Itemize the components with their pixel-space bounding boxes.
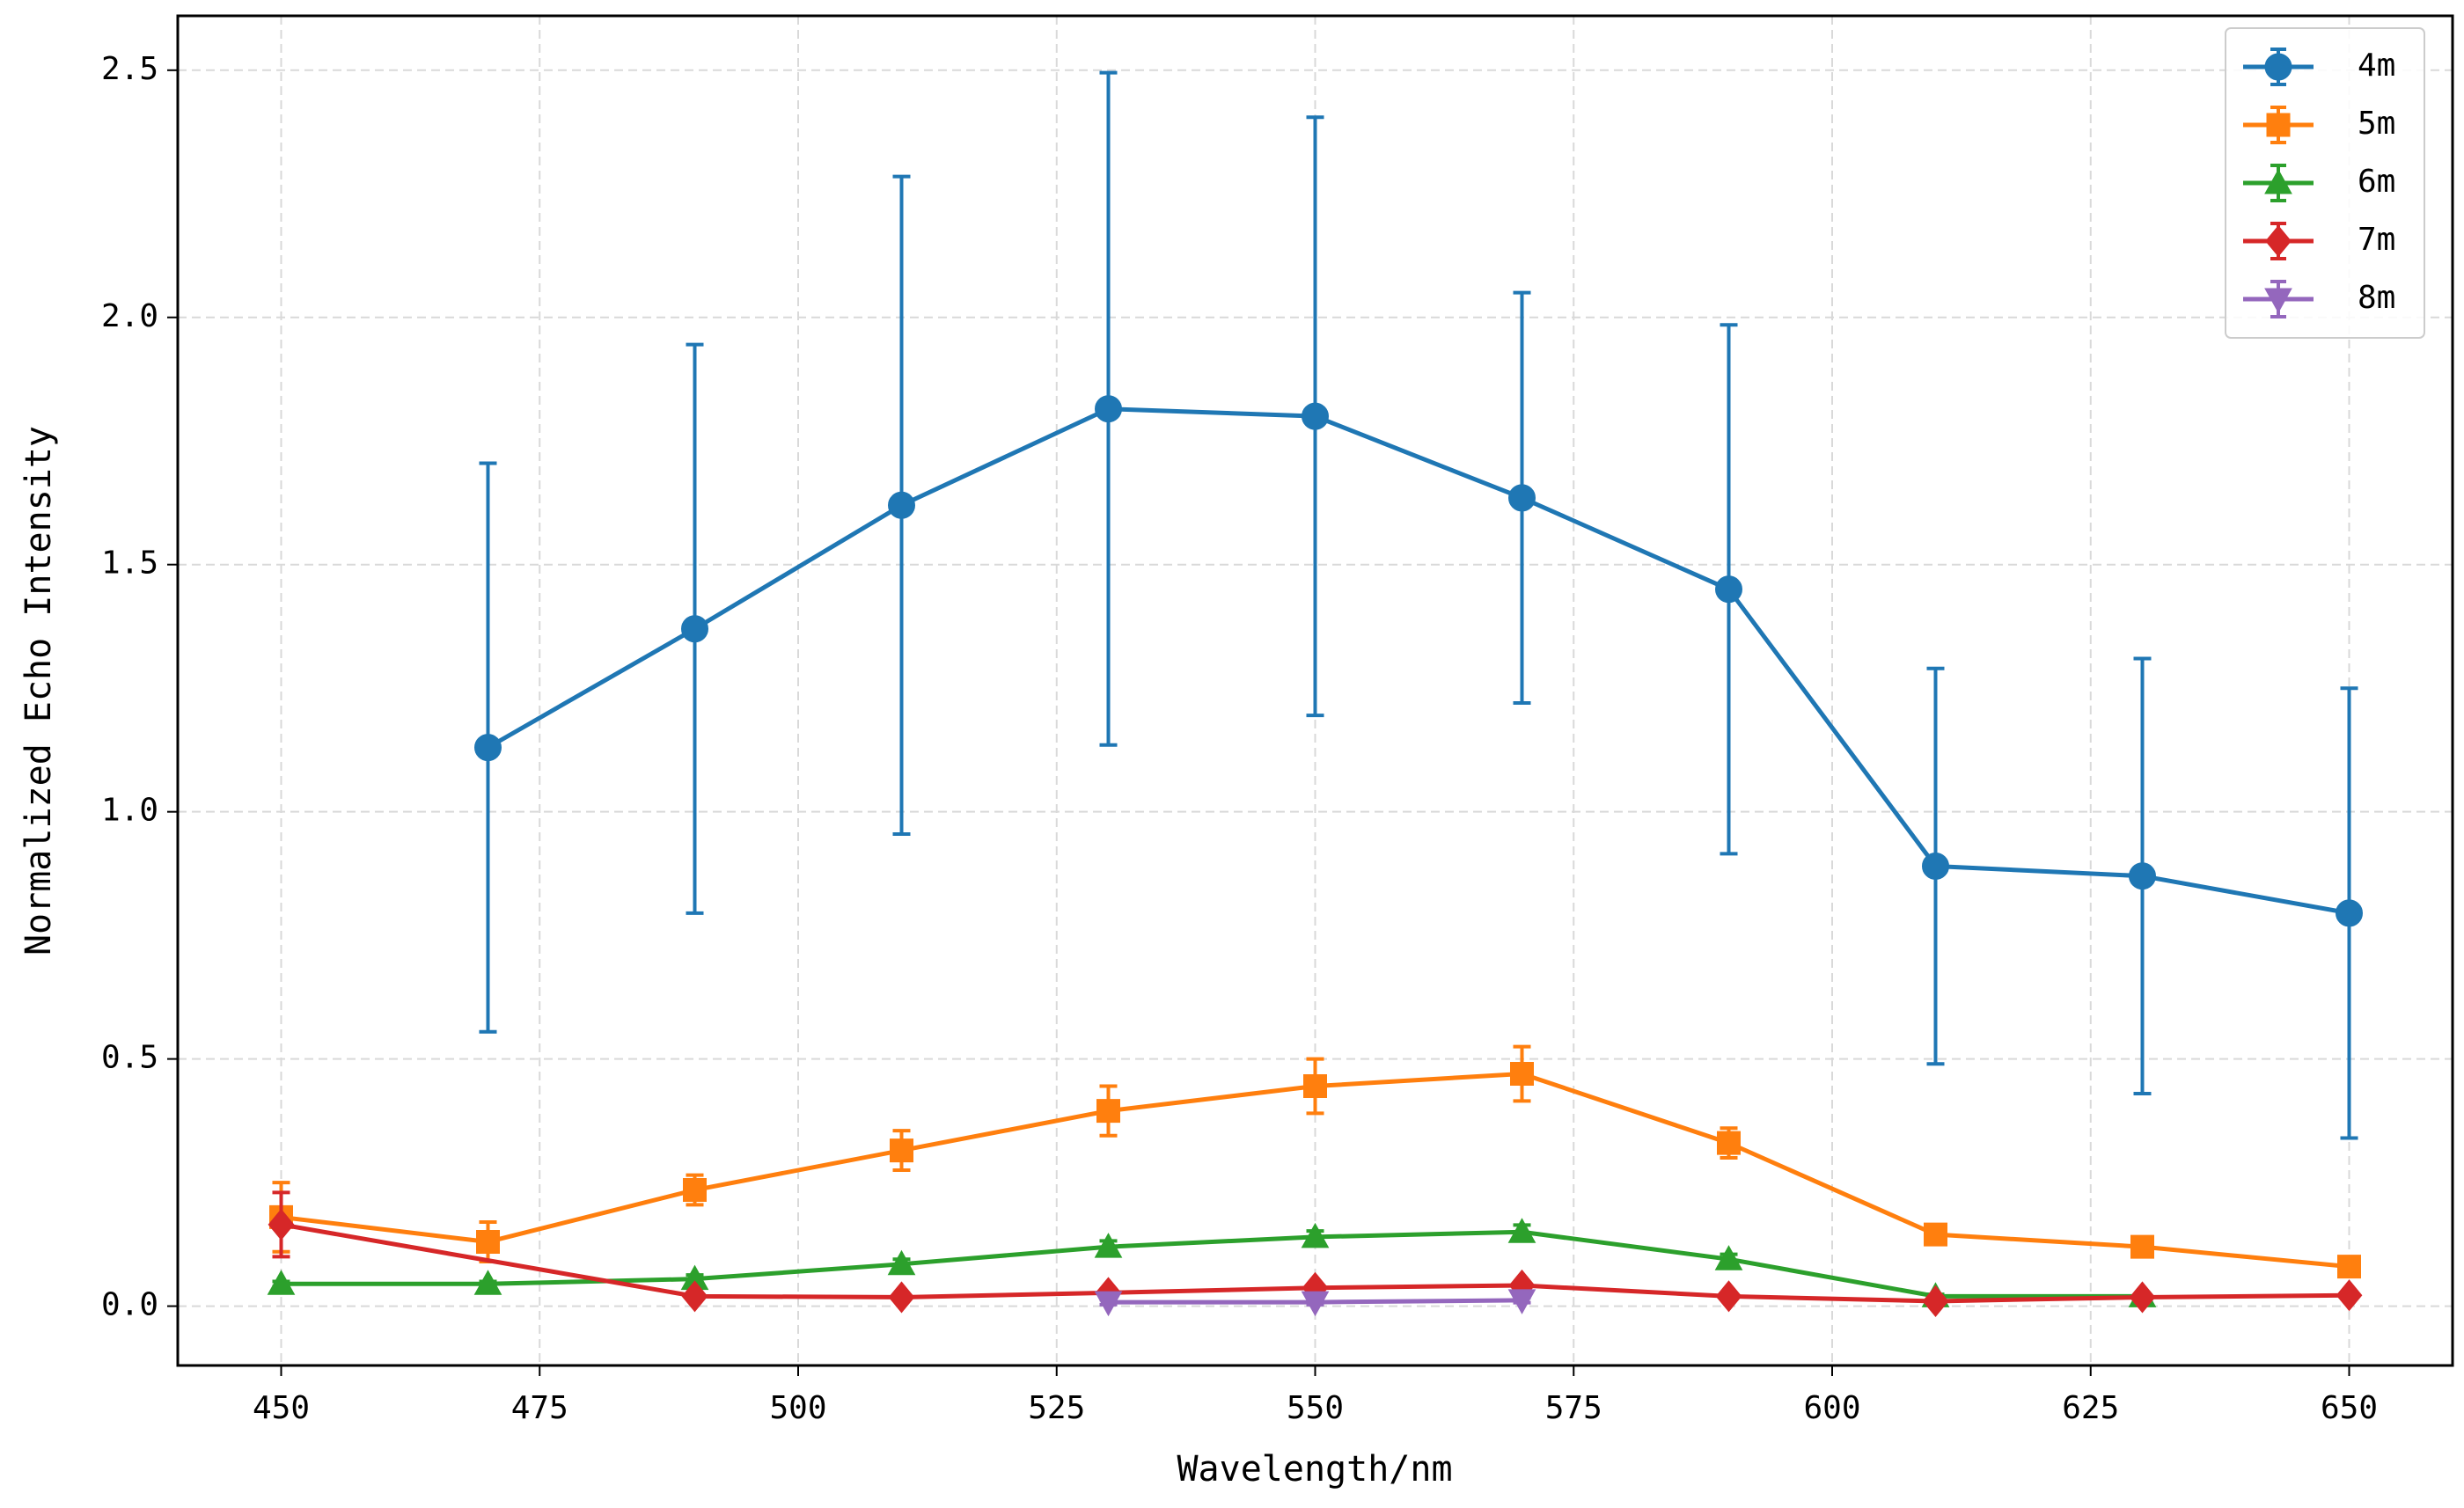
series-line [281,1229,2143,1299]
marker [1922,1285,1949,1317]
marker [1094,1291,1123,1317]
x-tick-label: 500 [769,1390,826,1426]
legend-marker [2265,224,2292,258]
legend-label: 6m [2358,164,2395,200]
marker [1507,1218,1536,1243]
marker [1715,1280,1742,1313]
marker [1714,1245,1743,1270]
marker [681,615,708,643]
plot-frame [176,14,2454,1367]
marker [2336,1279,2363,1312]
y-tick-label: 2.5 [101,51,158,87]
legend-label: 4m [2358,48,2395,84]
marker [681,1280,708,1313]
marker [1303,1074,1327,1099]
marker [1095,395,1122,423]
y-tick-label: 2.0 [101,298,158,334]
marker [1096,1099,1120,1124]
marker [267,1270,296,1295]
series [474,70,2363,1140]
marker [2130,1234,2154,1259]
legend-marker [2264,288,2292,314]
y-tick-label: 1.5 [101,545,158,582]
y-tick-label: 0.0 [101,1287,158,1323]
marker [887,1249,916,1276]
marker [1715,575,1742,604]
marker [888,491,915,519]
marker [890,1138,913,1163]
marker [2336,899,2363,927]
legend-marker [2264,53,2292,81]
marker [2337,1255,2361,1279]
x-tick-label: 525 [1028,1390,1085,1426]
marker [1094,1233,1123,1258]
marker [2129,1281,2156,1314]
x-tick-label: 600 [1803,1390,1860,1426]
series-line [281,1222,2350,1304]
series [269,1044,2361,1279]
marker [1922,852,1949,880]
x-tick-label: 450 [253,1390,310,1426]
marker [1301,1222,1330,1248]
marker [1717,1131,1741,1155]
y-axis-label: Normalized Echo Intensity [18,426,59,955]
marker [474,734,502,762]
legend-label: 5m [2358,106,2395,142]
x-tick-label: 550 [1287,1390,1344,1426]
y-tick-label: 0.5 [101,1040,158,1076]
legend-label: 7m [2358,222,2395,258]
series [1094,1289,1536,1317]
marker [683,1178,707,1203]
legend-marker [2264,168,2292,194]
x-tick-label: 575 [1545,1390,1602,1426]
marker [888,1281,915,1314]
marker [473,1270,502,1295]
legend-label: 8m [2358,280,2395,316]
series-line [487,406,2350,916]
marker [1508,484,1536,512]
x-axis-label: Wavelength/nm [1177,1449,1452,1490]
marker [476,1230,500,1255]
marker [1924,1222,1947,1247]
marker [1510,1061,1534,1086]
marker [1507,1289,1536,1314]
x-tick-label: 475 [511,1390,568,1426]
x-tick-label: 625 [2062,1390,2119,1426]
series [267,1218,2157,1307]
marker [1301,1291,1330,1317]
marker [2129,862,2156,890]
x-tick-label: 650 [2321,1390,2378,1426]
legend-marker [2266,113,2291,137]
y-tick-label: 1.0 [101,793,158,829]
marker [268,1208,295,1241]
legend: 4m 5m 6m 7m 8m [2225,27,2425,339]
marker [1302,402,1329,430]
